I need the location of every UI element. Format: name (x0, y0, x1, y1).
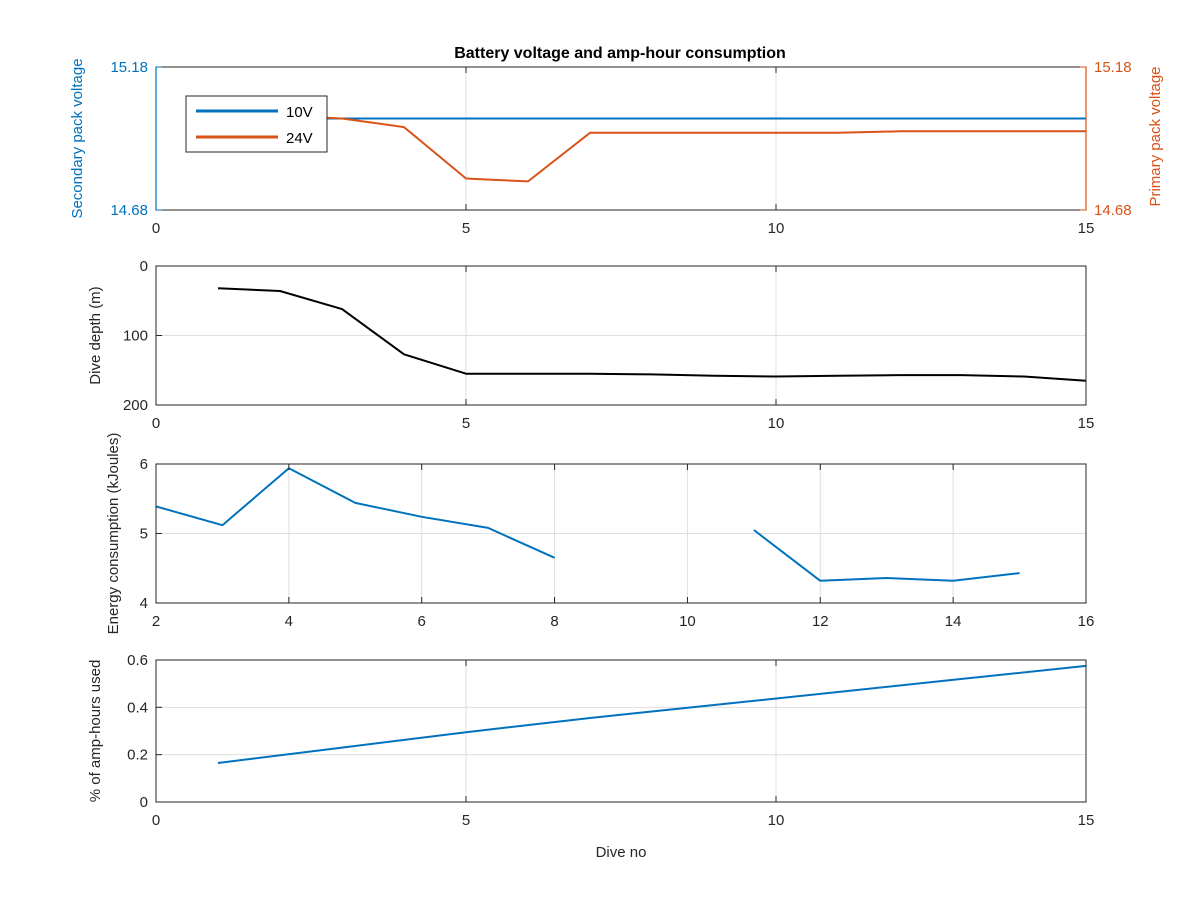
series-line-amphours (217, 664, 1087, 764)
y-tick-label: 14.68 (110, 202, 148, 219)
legend: 10V 24V (185, 95, 328, 153)
y-tick-label: 0.2 (127, 747, 148, 764)
y-right-tick-label: 14.68 (1094, 202, 1132, 219)
x-tick-label: 10 (768, 415, 785, 432)
x-tick-label: 10 (679, 613, 696, 630)
x-tick-label: 0 (152, 415, 160, 432)
x-tick-label: 15 (1078, 812, 1095, 829)
y-tick-label: 5 (140, 526, 148, 543)
x-tick-label: 5 (462, 220, 470, 237)
y-tick-label: 6 (140, 456, 148, 473)
y-tick-label: 0 (140, 258, 148, 275)
axes-amphours: 0 5 10 15 0 0.2 0.4 0.6 % of amp-hours used Dive … (87, 652, 1094, 861)
x-tick-label: 12 (812, 613, 829, 630)
x-axis-label: Dive no (596, 844, 647, 861)
y-tick-label: 4 (140, 595, 148, 612)
legend-label: 10V (286, 104, 313, 121)
plot-area (156, 660, 1086, 802)
y-tick-label: 0 (140, 794, 148, 811)
x-tick-label: 0 (152, 220, 160, 237)
x-tick-label: 15 (1078, 220, 1095, 237)
y-right-tick-label: 15.18 (1094, 59, 1132, 76)
y-axis-label: Energy consumption (kJoules) (105, 433, 122, 635)
y-right-axis-label: Primary pack voltage (1147, 66, 1164, 206)
y-tick-label: 200 (123, 397, 148, 414)
x-tick-label: 14 (945, 613, 962, 630)
axes-box (155, 659, 1087, 803)
x-tick-label: 0 (152, 812, 160, 829)
x-tick-label: 6 (418, 613, 426, 630)
series-line-24v (217, 114, 1086, 183)
legend-box (185, 95, 328, 153)
chart-title: Battery voltage and amp-hour consumption (454, 45, 786, 62)
x-tick-label: 16 (1078, 613, 1095, 630)
x-tick-label: 2 (152, 613, 160, 630)
x-tick-label: 15 (1078, 415, 1095, 432)
y-axis-label: Secondary pack voltage (69, 58, 86, 218)
x-tick-label: 8 (550, 613, 558, 630)
axes-depth: 0 5 10 15 0 100 200 Dive depth (m) (87, 258, 1094, 432)
x-tick-label: 4 (285, 613, 293, 630)
y-tick-label: 0.4 (127, 699, 148, 716)
x-tick-label: 10 (768, 812, 785, 829)
y-tick-label: 100 (123, 328, 148, 345)
y-axis-label: % of amp-hours used (87, 660, 104, 803)
y-tick-label: 15.18 (110, 59, 148, 76)
y-tick-label: 0.6 (127, 652, 148, 669)
y-axis-label: Dive depth (m) (87, 286, 104, 384)
x-tick-label: 5 (462, 415, 470, 432)
x-tick-label: 10 (768, 220, 785, 237)
legend-label: 24V (286, 130, 313, 147)
x-tick-label: 5 (462, 812, 470, 829)
series-line-energy (155, 467, 1020, 582)
series-line-depth (217, 287, 1087, 382)
